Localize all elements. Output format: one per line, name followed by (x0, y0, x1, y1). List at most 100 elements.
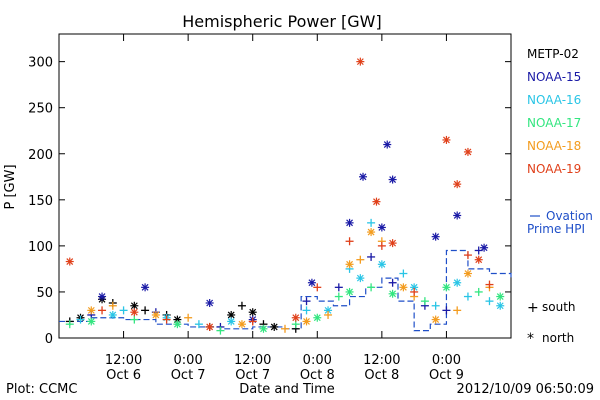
x-tick-label-date: Oct 8 (364, 368, 399, 383)
legend-entry: NOAA-16 (527, 93, 581, 107)
north-point (496, 292, 505, 301)
north-point-d2 (270, 323, 278, 331)
north-point (442, 283, 451, 292)
north-point (372, 197, 381, 206)
north-point-d2 (496, 302, 504, 310)
north-point (173, 320, 182, 329)
south-point (281, 324, 289, 333)
north-point-d2 (453, 180, 461, 188)
legend-entry: NOAA-17 (527, 116, 581, 130)
north-point-d2 (389, 239, 397, 247)
north-point (345, 260, 354, 269)
north-point (377, 223, 386, 232)
south-point (65, 320, 74, 329)
footer-timestamp: 2012/10/09 06:50:09 (457, 382, 594, 397)
ovation-line (59, 249, 512, 332)
north-point (431, 315, 440, 324)
north-point (65, 257, 74, 266)
south-point (345, 237, 354, 246)
north-point-d2 (389, 176, 397, 183)
north-point (453, 180, 462, 189)
north-point (356, 274, 365, 283)
legend-entry: NOAA-15 (527, 70, 581, 84)
north-point-d2 (399, 283, 407, 291)
south-point (302, 297, 311, 306)
south-point (194, 320, 203, 329)
legend: METP-02 NOAA-15 NOAA-16 NOAA-17 NOAA-18 NOAA-… (527, 47, 581, 176)
south-label: south (542, 300, 576, 314)
south-point (108, 301, 117, 310)
north-point (359, 172, 368, 181)
south-point (485, 280, 494, 289)
north-point-d2 (109, 311, 117, 319)
north-point (98, 292, 107, 301)
y-axis-label: P [GW] (3, 164, 18, 209)
north-point-d2 (453, 279, 461, 287)
north-label: north (542, 331, 574, 345)
south-point (302, 306, 311, 315)
north-point-d2 (443, 283, 450, 291)
legend-entry: NOAA-18 (527, 139, 581, 153)
north-point (237, 320, 246, 329)
north-point-d2 (475, 256, 483, 264)
north-point (388, 289, 397, 298)
y-tick-label: 200 (28, 148, 53, 163)
south-point (463, 292, 472, 301)
north-point-d2 (141, 283, 149, 291)
north-point-d2 (346, 260, 353, 268)
south-symbol: + (527, 300, 539, 316)
south-point (388, 278, 397, 287)
south-point (313, 283, 322, 292)
north-point-d2 (260, 325, 267, 333)
north-point-d2 (130, 308, 138, 316)
north-point-d2 (313, 314, 321, 322)
north-point-d2 (98, 293, 106, 300)
y-axis: 0 50 100 150 200 250 300 (28, 56, 511, 347)
x-tick-label-date: Oct 6 (106, 368, 141, 383)
south-point (399, 269, 408, 278)
y-tick-label: 250 (28, 102, 53, 117)
north-point-d2 (227, 317, 235, 325)
north-point-d2 (206, 323, 214, 331)
north-point-d2 (378, 260, 386, 268)
data-points (65, 57, 505, 335)
north-point (463, 269, 472, 278)
north-point (383, 140, 392, 149)
south-point (130, 315, 139, 324)
y-tick-label: 0 (45, 332, 53, 347)
north-point-d2 (464, 148, 472, 156)
north-point (431, 232, 440, 241)
north-point (480, 243, 489, 252)
y-tick-label: 150 (28, 194, 53, 209)
y-tick-label: 50 (36, 286, 53, 301)
x-tick-label-time: 0:00 (432, 353, 461, 368)
north-point-d2 (432, 233, 440, 241)
north-point (474, 255, 483, 264)
north-point (130, 308, 139, 317)
south-point (119, 306, 128, 315)
south-point (453, 306, 462, 315)
north-point (367, 228, 376, 237)
south-point (356, 255, 365, 264)
south-point (410, 287, 419, 296)
plot-frame (58, 33, 512, 339)
south-point (98, 306, 107, 315)
ovation-series (59, 249, 512, 332)
south-point (184, 313, 193, 322)
north-point-d2 (249, 308, 257, 316)
south-point (367, 252, 376, 261)
north-point-d2 (356, 58, 364, 66)
north-point-d2 (152, 311, 160, 319)
south-point (162, 315, 171, 324)
north-point (442, 135, 451, 144)
ovation-legend-label-1: Ovation (546, 209, 593, 223)
north-point (227, 317, 236, 326)
chart-title: Hemispheric Power [GW] (182, 12, 381, 31)
north-point (151, 310, 160, 319)
north-point-d2 (303, 317, 310, 325)
north-point-d2 (356, 274, 364, 282)
north-point-d2 (346, 219, 353, 227)
north-point-d2 (480, 244, 488, 252)
y-tick-label: 100 (28, 240, 53, 255)
